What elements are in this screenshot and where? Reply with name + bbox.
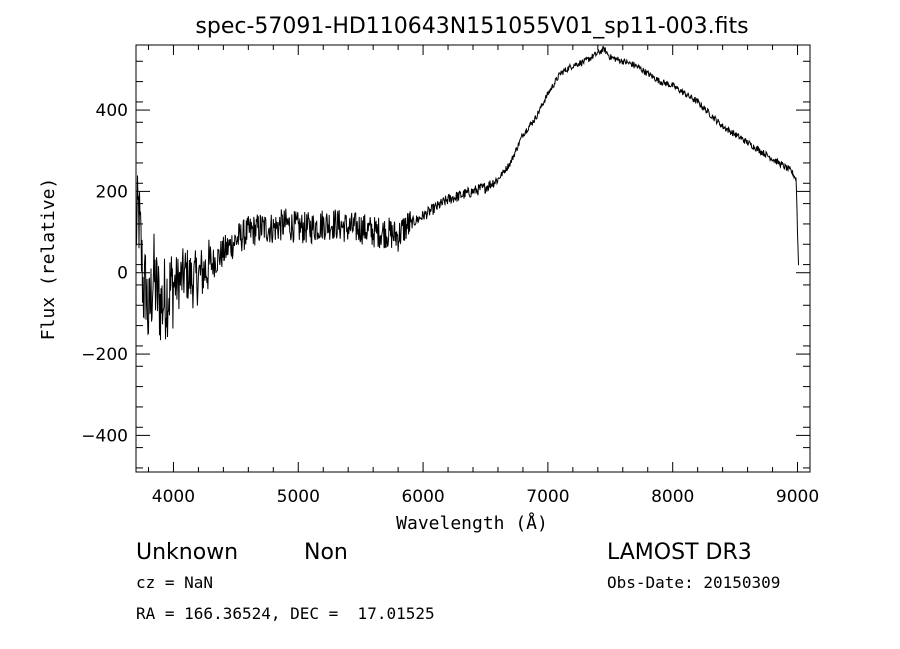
plot-frame <box>135 44 811 473</box>
survey-name: LAMOST DR3 <box>607 540 752 565</box>
y-axis: −400 −200 0 200 400 <box>81 60 810 469</box>
y-axis-label: Flux (relative) <box>38 178 59 341</box>
x-tick-label: 5000 <box>277 487 320 507</box>
ra-dec: RA = 166.36524, DEC = 17.01525 <box>136 604 435 623</box>
chart-title: spec-57091-HD110643N151055V01_sp11-003.f… <box>195 14 748 39</box>
y-tick-label: 400 <box>96 101 128 121</box>
object-subclass: Non <box>304 540 348 565</box>
object-class: Unknown <box>136 540 238 565</box>
y-tick-label: 0 <box>117 264 128 284</box>
x-tick-label: 7000 <box>526 487 569 507</box>
y-tick-label: −200 <box>81 345 128 365</box>
x-tick-label: 6000 <box>401 487 444 507</box>
y-tick-label: −400 <box>81 426 128 446</box>
spectrum-line <box>135 45 799 341</box>
obs-date: Obs-Date: 20150309 <box>607 573 780 592</box>
x-axis-label: Wavelength (Å) <box>396 512 548 534</box>
y-tick-label: 200 <box>96 182 128 202</box>
plot-area: 4000 5000 6000 7000 8000 9000 −400 −200 0 200 400 <box>81 44 819 507</box>
x-tick-label: 4000 <box>152 487 195 507</box>
cz-value: cz = NaN <box>136 573 213 592</box>
x-axis: 4000 5000 6000 7000 8000 9000 <box>147 45 819 507</box>
x-tick-label: 9000 <box>776 487 819 507</box>
x-tick-label: 8000 <box>651 487 694 507</box>
